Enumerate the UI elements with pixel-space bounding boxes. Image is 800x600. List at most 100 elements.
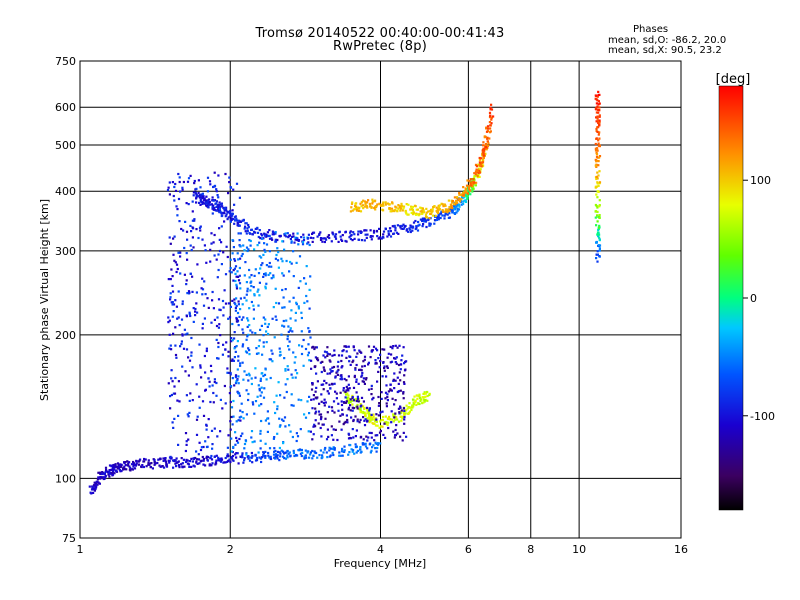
- echo-point: [235, 283, 238, 286]
- echo-point: [212, 204, 215, 207]
- echo-point: [212, 241, 215, 244]
- echo-point: [195, 194, 198, 197]
- echo-point: [309, 275, 312, 278]
- echo-points: [88, 90, 602, 495]
- echo-point: [363, 424, 367, 427]
- echo-point: [345, 350, 348, 353]
- echo-point: [174, 459, 177, 462]
- echo-point: [198, 201, 201, 204]
- echo-point: [340, 378, 343, 381]
- echo-point: [201, 322, 204, 325]
- echo-point: [151, 467, 154, 470]
- echo-point: [236, 441, 240, 444]
- echo-point: [454, 206, 457, 209]
- echo-point: [440, 210, 443, 213]
- echo-point: [455, 205, 458, 208]
- echo-point: [228, 211, 231, 214]
- echo-point: [385, 422, 388, 425]
- echo-point: [340, 403, 344, 407]
- echo-point: [353, 349, 356, 352]
- echo-point: [595, 111, 598, 114]
- echo-point: [252, 304, 255, 307]
- echo-point: [482, 141, 485, 144]
- echo-point: [246, 249, 249, 253]
- echo-point: [201, 293, 204, 296]
- echo-point: [284, 457, 288, 460]
- echo-point: [238, 394, 241, 397]
- echo-point: [379, 442, 382, 445]
- echo-point: [292, 250, 295, 253]
- echo-point: [191, 460, 194, 463]
- echo-point: [132, 462, 136, 465]
- echo-point: [246, 229, 249, 232]
- echo-point: [108, 472, 111, 475]
- echo-point: [236, 252, 239, 255]
- echo-point: [211, 199, 214, 202]
- echo-point: [255, 459, 259, 462]
- echo-point: [386, 365, 389, 368]
- echo-point: [244, 222, 247, 225]
- echo-point: [321, 454, 324, 457]
- echo-point: [313, 423, 316, 426]
- echo-point: [350, 416, 353, 419]
- echo-point: [326, 390, 329, 393]
- echo-point: [267, 265, 270, 268]
- echo-point: [213, 455, 216, 458]
- echo-point: [595, 193, 598, 196]
- echo-point: [185, 230, 189, 233]
- echo-point: [314, 365, 317, 368]
- echo-point: [190, 351, 193, 354]
- echo-point: [394, 434, 397, 437]
- echo-point: [399, 368, 402, 371]
- echo-point: [485, 130, 489, 133]
- echo-point: [269, 376, 272, 380]
- echo-point: [359, 411, 362, 414]
- echo-point: [431, 214, 434, 217]
- echo-point: [478, 169, 481, 172]
- echo-point: [193, 465, 196, 468]
- echo-point: [360, 239, 364, 242]
- echo-point: [402, 411, 405, 414]
- echo-point: [219, 334, 222, 337]
- echo-point: [221, 407, 224, 410]
- echo-point: [347, 389, 350, 392]
- echo-point: [168, 236, 171, 239]
- echo-point: [292, 449, 295, 452]
- echo-point: [337, 409, 340, 412]
- echo-point: [303, 413, 306, 416]
- echo-point: [219, 308, 222, 312]
- echo-point: [308, 330, 311, 333]
- echo-point: [240, 318, 243, 321]
- echo-point: [195, 196, 198, 199]
- echo-point: [360, 201, 363, 204]
- echo-point: [179, 251, 182, 254]
- echo-point: [236, 270, 239, 273]
- echo-point: [596, 117, 599, 120]
- echo-point: [399, 435, 402, 438]
- echo-point: [359, 230, 362, 233]
- echo-point: [239, 409, 242, 412]
- echo-point: [598, 114, 601, 117]
- echo-point: [115, 469, 118, 473]
- echo-point: [406, 228, 409, 231]
- echo-point: [268, 229, 271, 232]
- echo-point: [596, 231, 600, 234]
- echo-point: [289, 329, 292, 332]
- echo-point: [241, 252, 244, 256]
- echo-point: [321, 456, 324, 459]
- echo-point: [213, 207, 216, 210]
- echo-point: [275, 453, 278, 456]
- echo-point: [456, 207, 459, 211]
- echo-point: [596, 171, 599, 174]
- echo-point: [185, 348, 189, 351]
- echo-point: [424, 392, 427, 395]
- echo-point: [596, 105, 599, 108]
- echo-point: [378, 227, 381, 230]
- echo-point: [98, 482, 101, 485]
- echo-point: [380, 397, 383, 400]
- echo-point: [287, 345, 290, 348]
- echo-point: [279, 350, 282, 353]
- echo-point: [351, 403, 354, 406]
- echo-point: [326, 352, 329, 355]
- echo-point: [312, 394, 315, 397]
